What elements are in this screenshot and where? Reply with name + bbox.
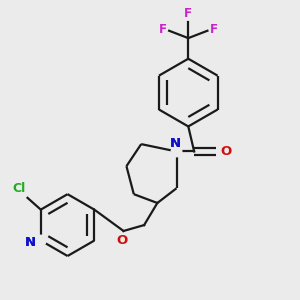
Text: Cl: Cl <box>13 182 26 196</box>
Text: N: N <box>169 137 181 150</box>
Text: N: N <box>169 137 181 150</box>
Text: F: F <box>159 23 167 36</box>
Text: O: O <box>221 145 232 158</box>
Text: N: N <box>25 236 36 248</box>
Circle shape <box>171 146 182 157</box>
Text: F: F <box>184 7 192 20</box>
Text: O: O <box>116 234 128 247</box>
Circle shape <box>35 235 46 246</box>
Text: N: N <box>25 236 36 248</box>
Text: F: F <box>210 23 218 36</box>
